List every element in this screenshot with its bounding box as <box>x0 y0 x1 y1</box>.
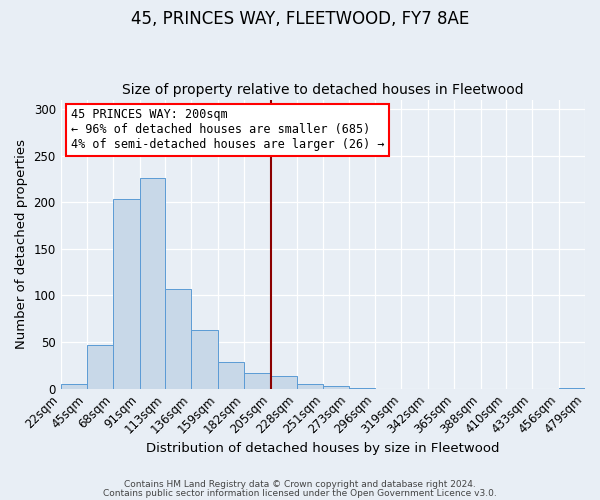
Text: 45 PRINCES WAY: 200sqm
← 96% of detached houses are smaller (685)
4% of semi-det: 45 PRINCES WAY: 200sqm ← 96% of detached… <box>71 108 385 151</box>
Bar <box>323 386 349 388</box>
X-axis label: Distribution of detached houses by size in Fleetwood: Distribution of detached houses by size … <box>146 442 500 455</box>
Bar <box>87 345 113 389</box>
Bar <box>297 384 323 388</box>
Bar <box>61 384 87 388</box>
Title: Size of property relative to detached houses in Fleetwood: Size of property relative to detached ho… <box>122 83 524 97</box>
Text: Contains public sector information licensed under the Open Government Licence v3: Contains public sector information licen… <box>103 488 497 498</box>
Bar <box>218 362 244 388</box>
Bar <box>113 200 140 388</box>
Bar <box>191 330 218 388</box>
Bar <box>165 289 191 388</box>
Bar <box>140 178 165 388</box>
Text: 45, PRINCES WAY, FLEETWOOD, FY7 8AE: 45, PRINCES WAY, FLEETWOOD, FY7 8AE <box>131 10 469 28</box>
Bar <box>244 373 271 388</box>
Y-axis label: Number of detached properties: Number of detached properties <box>15 139 28 349</box>
Bar <box>271 376 297 388</box>
Text: Contains HM Land Registry data © Crown copyright and database right 2024.: Contains HM Land Registry data © Crown c… <box>124 480 476 489</box>
